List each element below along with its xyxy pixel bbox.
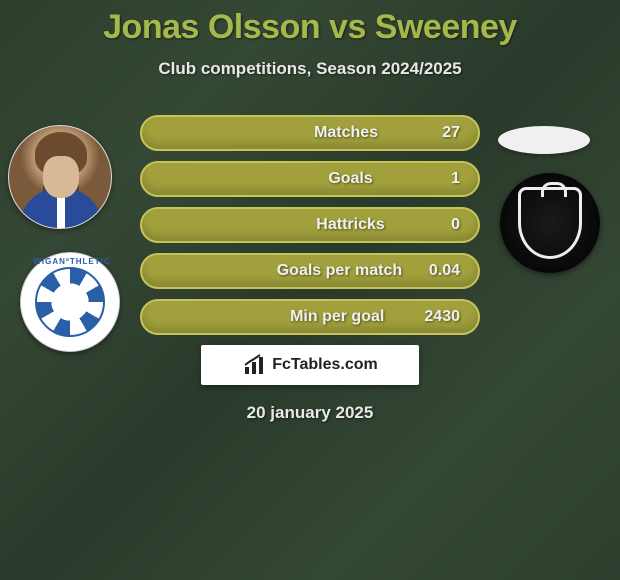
stats-container: Matches 27 Goals 1 Hattricks 0 Goals per…	[0, 115, 620, 423]
stat-row-matches: Matches 27	[0, 115, 620, 151]
stat-value: 1	[451, 170, 460, 188]
stat-row-goals: Goals 1	[0, 161, 620, 197]
snapshot-date: 20 january 2025	[0, 403, 620, 423]
stat-label: Matches	[250, 124, 442, 142]
season-subtitle: Club competitions, Season 2024/2025	[0, 59, 620, 79]
page-title: Jonas Olsson vs Sweeney	[0, 0, 620, 47]
branding-text: FcTables.com	[272, 356, 378, 374]
stat-value: 2430	[424, 308, 460, 326]
stat-row-gpm: Goals per match 0.04	[0, 253, 620, 289]
chart-icon	[242, 353, 266, 377]
stat-label: Min per goal	[250, 308, 424, 326]
stat-row-hattricks: Hattricks 0	[0, 207, 620, 243]
stat-label: Hattricks	[250, 216, 451, 234]
stat-label: Goals	[250, 170, 451, 188]
stat-value: 27	[442, 124, 460, 142]
branding-badge[interactable]: FcTables.com	[201, 345, 419, 385]
stat-value: 0.04	[429, 262, 460, 280]
stat-value: 0	[451, 216, 460, 234]
stat-label: Goals per match	[250, 262, 429, 280]
stat-row-mpg: Min per goal 2430	[0, 299, 620, 335]
